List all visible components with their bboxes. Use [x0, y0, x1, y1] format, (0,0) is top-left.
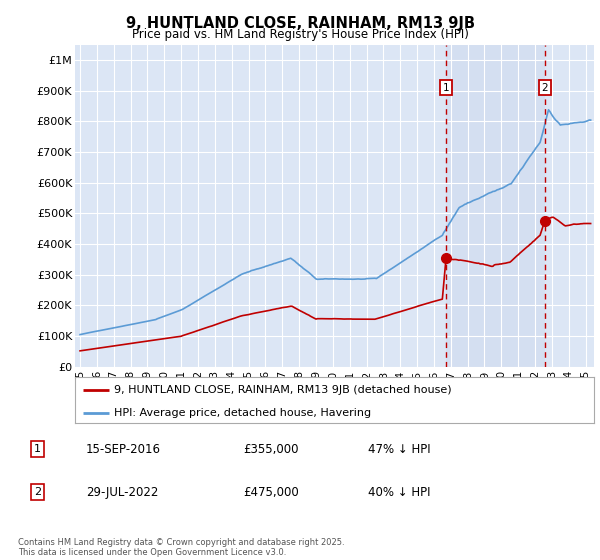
- Text: 29-JUL-2022: 29-JUL-2022: [86, 486, 158, 498]
- Text: 40% ↓ HPI: 40% ↓ HPI: [368, 486, 430, 498]
- Text: 1: 1: [443, 83, 449, 93]
- Text: 2: 2: [541, 83, 548, 93]
- Text: 9, HUNTLAND CLOSE, RAINHAM, RM13 9JB: 9, HUNTLAND CLOSE, RAINHAM, RM13 9JB: [125, 16, 475, 31]
- Bar: [446, 45, 545, 367]
- Text: HPI: Average price, detached house, Havering: HPI: Average price, detached house, Have…: [114, 408, 371, 418]
- Text: 1: 1: [34, 444, 41, 454]
- Text: £355,000: £355,000: [244, 442, 299, 456]
- Text: 47% ↓ HPI: 47% ↓ HPI: [368, 442, 430, 456]
- Text: Price paid vs. HM Land Registry's House Price Index (HPI): Price paid vs. HM Land Registry's House …: [131, 28, 469, 41]
- Text: 15-SEP-2016: 15-SEP-2016: [86, 442, 161, 456]
- Text: 2: 2: [34, 487, 41, 497]
- Text: Contains HM Land Registry data © Crown copyright and database right 2025.
This d: Contains HM Land Registry data © Crown c…: [18, 538, 344, 557]
- Text: 9, HUNTLAND CLOSE, RAINHAM, RM13 9JB (detached house): 9, HUNTLAND CLOSE, RAINHAM, RM13 9JB (de…: [114, 385, 452, 395]
- Text: £475,000: £475,000: [244, 486, 299, 498]
